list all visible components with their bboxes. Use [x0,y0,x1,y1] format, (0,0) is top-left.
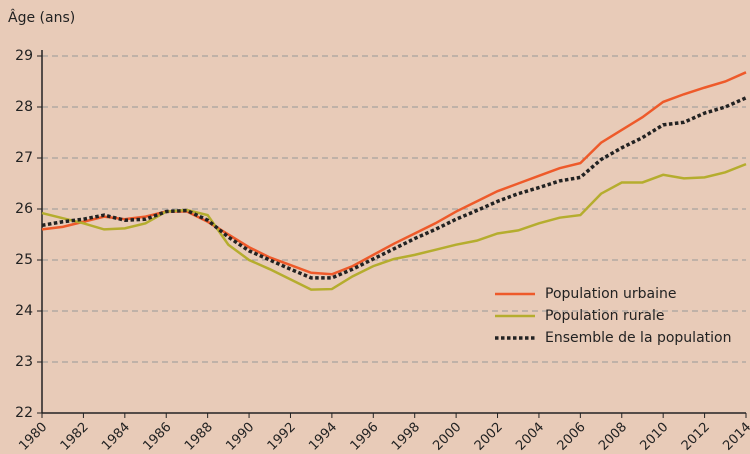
legend-label: Population rurale [545,308,664,324]
y-tick-label: 28 [15,99,33,115]
series-line [41,162,747,291]
y-tick-label: 29 [15,48,33,64]
y-tick-label: 23 [15,354,33,370]
y-axis-label: Âge (ans) [8,8,75,26]
legend-label: Ensemble de la population [545,330,731,346]
y-tick-label: 24 [15,303,33,319]
series-line [41,96,747,280]
legend-label: Population urbaine [545,286,676,302]
y-tick-label: 26 [15,201,33,217]
y-tick-label: 22 [15,405,33,421]
y-tick-label: 27 [15,150,33,166]
y-tick-label: 25 [15,252,33,268]
